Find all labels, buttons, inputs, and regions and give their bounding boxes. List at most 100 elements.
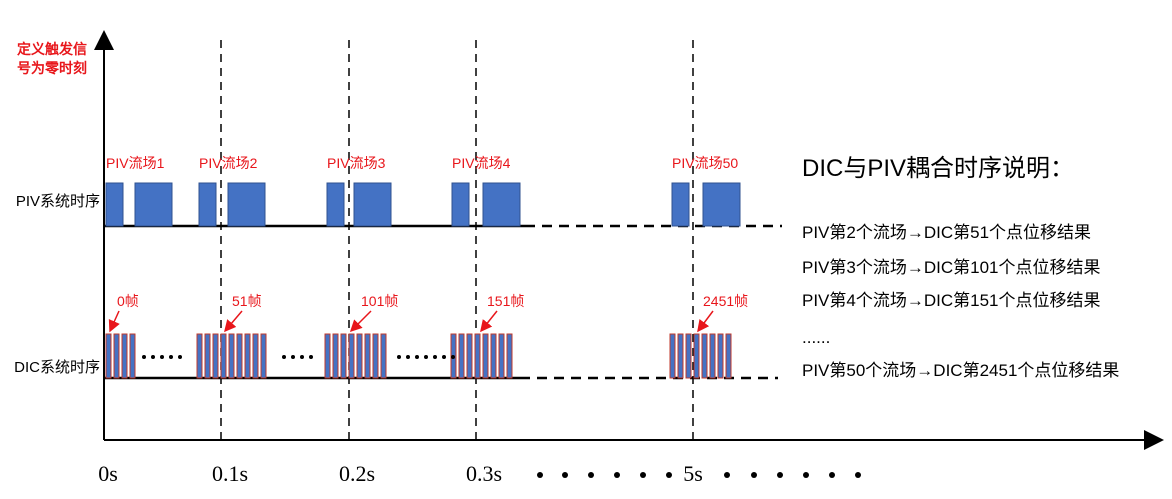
dic-arrow <box>480 310 498 333</box>
time-label: 0.1s <box>212 461 248 486</box>
dic-frame <box>498 333 505 379</box>
ellipsis-dot <box>724 472 730 478</box>
ellipsis-dot <box>291 355 295 359</box>
dic-frame <box>693 333 700 379</box>
dic-frame <box>204 333 211 379</box>
annotation: 号为零时刻 <box>17 60 87 76</box>
legend-item: ...... <box>802 328 830 347</box>
time-label: 0.2s <box>339 461 375 486</box>
dic-frame <box>709 333 716 379</box>
dic-frame <box>121 333 128 379</box>
dic-frame <box>228 333 235 379</box>
dic-frame <box>458 333 465 379</box>
dic-frame <box>474 333 481 379</box>
ellipsis-dot <box>397 355 401 359</box>
legend-item: PIV第2个流场→DIC第51个点位移结果 <box>802 223 1091 242</box>
time-label: 5s <box>683 461 703 486</box>
ellipsis-dot <box>829 472 835 478</box>
dic-frame <box>212 333 219 379</box>
dic-frame <box>260 333 267 379</box>
ellipsis-dot <box>309 355 313 359</box>
dic-frame <box>244 333 251 379</box>
dic-frame <box>677 333 684 379</box>
dic-frame <box>725 333 732 379</box>
ellipsis-dot <box>282 355 286 359</box>
piv-label: PIV流场4 <box>452 155 511 171</box>
piv-label: PIV流场1 <box>106 155 165 171</box>
ellipsis-dot <box>415 355 419 359</box>
ellipsis-dot <box>666 472 672 478</box>
ellipsis-dot <box>451 355 455 359</box>
ellipsis-dot <box>424 355 428 359</box>
row-label: PIV系统时序 <box>16 193 100 210</box>
dic-frame <box>129 333 136 379</box>
dic-frame <box>105 333 112 379</box>
ellipsis-dot <box>614 472 620 478</box>
ellipsis-dot <box>151 355 155 359</box>
dic-frame <box>356 333 363 379</box>
piv-frame <box>134 182 173 227</box>
annotation: 定义触发信 <box>17 41 87 57</box>
piv-pulse <box>105 182 124 227</box>
ellipsis-dot <box>803 472 809 478</box>
legend-item: PIV第50个流场→DIC第2451个点位移结果 <box>802 361 1119 380</box>
piv-label: PIV流场50 <box>672 155 738 171</box>
dic-frame <box>482 333 489 379</box>
ellipsis-dot <box>588 472 594 478</box>
piv-label: PIV流场3 <box>327 155 386 171</box>
piv-pulse <box>326 182 345 227</box>
row-label: DIC系统时序 <box>14 359 100 376</box>
dic-label: 0帧 <box>117 293 139 309</box>
legend-title: DIC与PIV耦合时序说明： <box>802 155 1074 182</box>
ellipsis-dot <box>777 472 783 478</box>
ellipsis-dot <box>433 355 437 359</box>
dic-frame <box>236 333 243 379</box>
piv-pulse <box>671 182 690 227</box>
ellipsis-dot <box>300 355 304 359</box>
dic-label: 101帧 <box>361 293 398 309</box>
piv-pulse <box>451 182 470 227</box>
dic-frame <box>113 333 120 379</box>
ellipsis-dot <box>855 472 861 478</box>
dic-frame <box>685 333 692 379</box>
legend-item: PIV第3个流场→DIC第101个点位移结果 <box>802 258 1101 277</box>
dic-frame <box>380 333 387 379</box>
time-label: 0.3s <box>466 461 502 486</box>
dic-arrow <box>224 310 243 333</box>
ellipsis-dot <box>169 355 173 359</box>
dic-frame <box>332 333 339 379</box>
dic-frame <box>701 333 708 379</box>
ellipsis-dot <box>178 355 182 359</box>
dic-frame <box>220 333 227 379</box>
dic-frame <box>717 333 724 379</box>
piv-frame <box>702 182 741 227</box>
piv-label: PIV流场2 <box>199 155 258 171</box>
piv-frame <box>353 182 392 227</box>
ellipsis-dot <box>537 472 543 478</box>
ellipsis-dot <box>751 472 757 478</box>
dic-arrow <box>108 310 120 333</box>
time-label: 0s <box>98 461 118 486</box>
piv-frame <box>482 182 521 227</box>
dic-frame <box>466 333 473 379</box>
dic-arrow <box>349 310 372 333</box>
dic-arrow <box>697 310 714 333</box>
ellipsis-dot <box>640 472 646 478</box>
dic-frame <box>252 333 259 379</box>
dic-frame <box>372 333 379 379</box>
piv-frame <box>227 182 266 227</box>
ellipsis-dot <box>442 355 446 359</box>
dic-frame <box>324 333 331 379</box>
ellipsis-dot <box>406 355 410 359</box>
dic-frame <box>348 333 355 379</box>
piv-pulse <box>198 182 217 227</box>
dic-frame <box>364 333 371 379</box>
dic-frame <box>506 333 513 379</box>
dic-label: 51帧 <box>232 293 262 309</box>
dic-frame <box>340 333 347 379</box>
dic-frame <box>196 333 203 379</box>
ellipsis-dot <box>160 355 164 359</box>
dic-frame <box>669 333 676 379</box>
dic-label: 151帧 <box>487 293 524 309</box>
